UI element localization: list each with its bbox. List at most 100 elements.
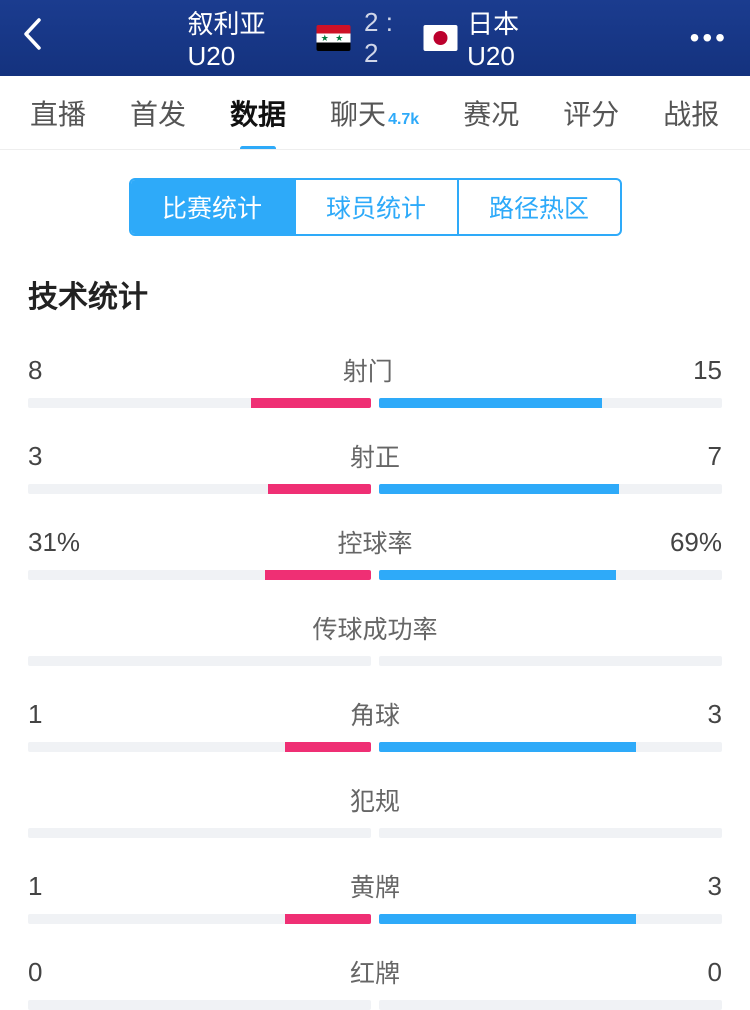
stat-bar-away [379, 570, 722, 580]
stat-bar-home [28, 742, 371, 752]
stat-label: 射正 [350, 438, 400, 474]
nav-tab-label: 赛况 [463, 93, 519, 133]
stat-bar-home [28, 828, 371, 838]
stat-labels: 3 射正 7 [28, 438, 722, 474]
stat-labels: 传球成功率 [28, 610, 722, 646]
stat-home-value: 8 [28, 355, 42, 386]
stat-bar-away [379, 914, 722, 924]
stat-home-value: 1 [28, 699, 42, 730]
stat-bar [28, 828, 722, 838]
stat-labels: 犯规 [28, 782, 722, 818]
stat-bar-home [28, 484, 371, 494]
nav-tabs: 直播首发数据聊天4.7k赛况评分战报 [0, 76, 750, 150]
stat-home-value: 1 [28, 871, 42, 902]
stat-labels: 0 红牌 0 [28, 954, 722, 990]
stat-away-value: 0 [708, 957, 722, 988]
stat-bar-away [379, 828, 722, 838]
stat-row: 犯规 [0, 770, 750, 838]
stat-bar-away-fill [379, 484, 619, 494]
nav-tab-label: 首发 [130, 93, 186, 133]
stat-bar-home-fill [268, 484, 371, 494]
stat-row: 31% 控球率 69% [0, 512, 750, 580]
back-button[interactable] [22, 17, 42, 60]
stat-bar [28, 1000, 722, 1010]
nav-tab[interactable]: 数据 [208, 93, 308, 133]
nav-tab[interactable]: 评分 [541, 93, 641, 133]
nav-tab-badge: 4.7k [388, 111, 419, 129]
segment-control-wrap: 比赛统计球员统计路径热区 [0, 150, 750, 260]
stat-bar-away-fill [379, 742, 636, 752]
stat-bar-home-fill [285, 914, 371, 924]
away-flag-icon [423, 25, 457, 51]
segment-control: 比赛统计球员统计路径热区 [129, 178, 622, 236]
stat-away-value: 3 [708, 699, 722, 730]
nav-tab-label: 聊天 [330, 93, 386, 133]
stat-labels: 8 射门 15 [28, 352, 722, 388]
stat-row: 1 角球 3 [0, 684, 750, 752]
stat-row: 1 黄牌 3 [0, 856, 750, 924]
nav-tab[interactable]: 直播 [8, 93, 108, 133]
stat-bar [28, 484, 722, 494]
stat-bar-home [28, 914, 371, 924]
nav-tab-label: 战报 [663, 93, 719, 133]
stat-bar-away-fill [379, 570, 616, 580]
stat-away-value: 15 [693, 355, 722, 386]
stat-label: 黄牌 [350, 868, 400, 904]
home-flag-icon [316, 25, 350, 51]
more-button[interactable]: ••• [690, 22, 728, 54]
stat-label: 射门 [343, 352, 393, 388]
stat-bar-home-fill [251, 398, 371, 408]
stat-bar-home [28, 398, 371, 408]
stat-bar-home-fill [285, 742, 371, 752]
stat-away-value: 7 [708, 441, 722, 472]
nav-tab[interactable]: 赛况 [441, 93, 541, 133]
nav-tab[interactable]: 首发 [108, 93, 208, 133]
nav-tab[interactable]: 聊天4.7k [308, 93, 441, 133]
stat-labels: 31% 控球率 69% [28, 524, 722, 560]
stat-labels: 1 黄牌 3 [28, 868, 722, 904]
stat-bar-home [28, 656, 371, 666]
stat-home-value: 3 [28, 441, 42, 472]
stat-bar [28, 742, 722, 752]
stat-bar-away-fill [379, 914, 636, 924]
nav-tab-label: 直播 [30, 93, 86, 133]
stat-bar-home-fill [265, 570, 371, 580]
stat-away-value: 3 [708, 871, 722, 902]
stat-bar [28, 398, 722, 408]
segment-item[interactable]: 比赛统计 [131, 180, 294, 234]
stats-list: 8 射门 15 3 射正 7 31% 控球率 69% 传球成功率 1 角球 3 犯规 1 黄牌 3 0 红牌 0 [0, 340, 750, 1010]
stat-bar [28, 570, 722, 580]
chevron-left-icon [22, 17, 42, 51]
stat-label: 犯规 [350, 782, 400, 818]
stat-bar-away-fill [379, 398, 602, 408]
stat-label: 传球成功率 [312, 610, 437, 646]
stat-label: 红牌 [350, 954, 400, 990]
stat-away-value: 69% [670, 527, 722, 558]
nav-tab-label: 数据 [230, 93, 286, 133]
nav-tab-label: 评分 [563, 93, 619, 133]
nav-tab[interactable]: 战报 [641, 93, 741, 133]
stat-home-value: 31% [28, 527, 80, 558]
segment-item[interactable]: 路径热区 [457, 180, 620, 234]
stat-bar-home [28, 1000, 371, 1010]
stat-bar [28, 656, 722, 666]
match-header: 叙利亚 U20 2 : 2 日本 U20 ••• [0, 0, 750, 76]
stat-home-value: 0 [28, 957, 42, 988]
stat-row: 3 射正 7 [0, 426, 750, 494]
match-title: 叙利亚 U20 2 : 2 日本 U20 [188, 4, 563, 72]
stat-bar-away [379, 1000, 722, 1010]
stat-row: 传球成功率 [0, 598, 750, 666]
stat-label: 角球 [350, 696, 400, 732]
stat-bar [28, 914, 722, 924]
stat-bar-away [379, 656, 722, 666]
section-title: 技术统计 [0, 260, 750, 340]
stat-row: 8 射门 15 [0, 340, 750, 408]
stat-label: 控球率 [337, 524, 412, 560]
stat-bar-home [28, 570, 371, 580]
stat-bar-away [379, 398, 722, 408]
segment-item[interactable]: 球员统计 [294, 180, 457, 234]
stat-row: 0 红牌 0 [0, 942, 750, 1010]
away-team-name: 日本 U20 [467, 4, 562, 72]
home-team-name: 叙利亚 U20 [188, 4, 307, 72]
match-score: 2 : 2 [360, 7, 413, 69]
